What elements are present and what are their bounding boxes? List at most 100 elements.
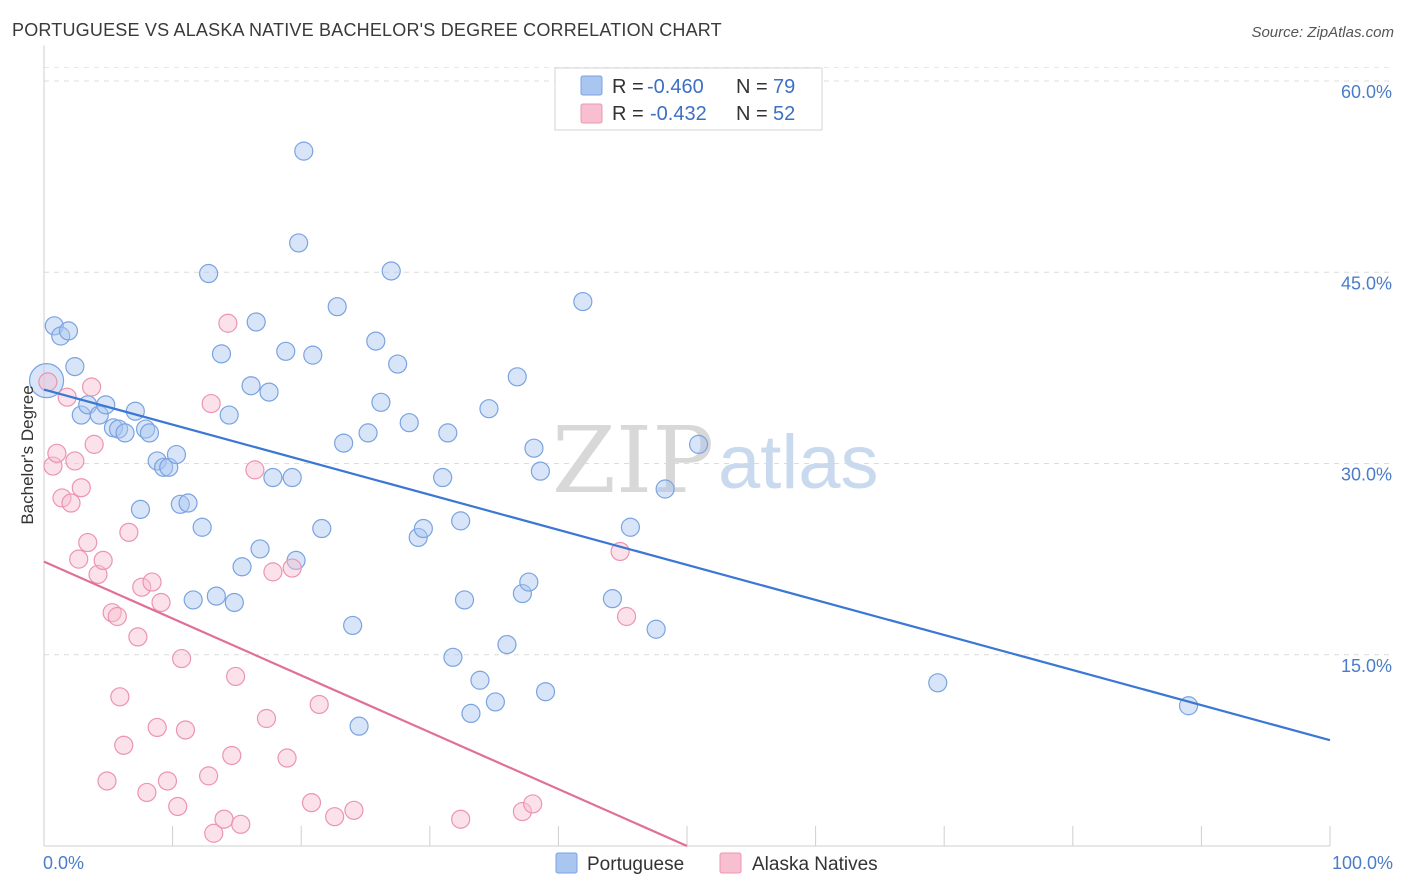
data-point bbox=[107, 606, 127, 627]
watermark-zip: ZIP bbox=[552, 407, 714, 514]
data-point bbox=[573, 291, 593, 312]
data-point bbox=[366, 331, 386, 351]
data-point bbox=[256, 708, 277, 729]
legend-n-value-alaska-natives: 52 bbox=[773, 103, 795, 125]
data-point bbox=[688, 434, 709, 454]
data-point bbox=[241, 376, 261, 396]
data-point bbox=[219, 405, 239, 425]
data-point bbox=[139, 423, 160, 443]
data-point bbox=[443, 647, 463, 667]
legend-n-label-alaska-natives: N = bbox=[736, 103, 768, 125]
data-point bbox=[214, 809, 234, 829]
data-point bbox=[289, 233, 309, 253]
data-point bbox=[97, 771, 117, 791]
trend-line-alaska-natives bbox=[43, 560, 688, 848]
y-tick-label-0: 15.0% bbox=[1341, 656, 1392, 676]
data-point bbox=[65, 357, 85, 377]
data-point bbox=[512, 583, 532, 604]
data-point bbox=[81, 377, 102, 397]
legend-r-value-alaska-natives: -0.432 bbox=[650, 103, 707, 125]
data-point bbox=[135, 419, 156, 439]
data-point bbox=[334, 433, 354, 453]
data-point bbox=[282, 558, 302, 578]
data-point bbox=[413, 518, 433, 539]
data-point bbox=[43, 456, 63, 476]
data-point bbox=[519, 572, 539, 592]
data-point bbox=[530, 461, 550, 481]
legend: R = -0.460 N = 79 R = -0.432 N = 52 bbox=[554, 67, 823, 131]
data-point bbox=[115, 423, 135, 443]
data-point bbox=[84, 434, 104, 454]
data-point bbox=[89, 405, 109, 425]
data-point bbox=[172, 648, 192, 669]
data-point bbox=[512, 801, 532, 822]
data-point bbox=[485, 692, 505, 712]
data-point bbox=[168, 796, 188, 817]
data-point bbox=[114, 735, 134, 755]
data-point bbox=[646, 619, 666, 639]
data-point bbox=[65, 451, 85, 471]
data-point bbox=[151, 592, 171, 613]
bottom-legend-swatch-alaska-natives bbox=[719, 852, 742, 874]
data-point bbox=[125, 401, 145, 421]
ticks-layer: 15.0% 30.0% 45.0% 60.0% 0.0% 100.0% bbox=[43, 82, 1393, 873]
chart-title: PORTUGUESE VS ALASKA NATIVE BACHELOR'S D… bbox=[12, 20, 722, 40]
data-point bbox=[142, 572, 162, 592]
data-point bbox=[438, 423, 458, 443]
data-point bbox=[28, 363, 65, 399]
data-point bbox=[344, 800, 364, 820]
x-tick-label-0: 0.0% bbox=[43, 853, 84, 873]
bottom-legend-swatch-portuguese bbox=[555, 852, 578, 874]
series-portuguese-points bbox=[28, 141, 1199, 736]
trend-line-portuguese bbox=[43, 388, 1331, 742]
data-point bbox=[183, 590, 203, 610]
watermark-atlas: atlas bbox=[718, 420, 879, 505]
data-point bbox=[44, 316, 64, 336]
data-point bbox=[497, 634, 517, 655]
data-point bbox=[199, 263, 219, 284]
data-point bbox=[71, 478, 91, 498]
data-point bbox=[130, 499, 151, 519]
data-point bbox=[192, 517, 212, 537]
data-point bbox=[201, 393, 221, 414]
trend-layer bbox=[43, 388, 1331, 848]
data-point bbox=[327, 297, 347, 317]
data-point bbox=[137, 782, 157, 803]
data-point bbox=[128, 627, 148, 647]
data-point bbox=[507, 367, 527, 387]
data-point bbox=[535, 682, 556, 702]
data-point bbox=[58, 321, 79, 341]
data-point bbox=[309, 694, 329, 715]
y-axis-label: Bachelor's Degree bbox=[18, 385, 37, 524]
bottom-legend-label-portuguese: Portuguese bbox=[587, 854, 684, 875]
data-point bbox=[470, 670, 490, 690]
data-point bbox=[175, 720, 196, 740]
legend-swatch-portuguese bbox=[580, 75, 603, 96]
legend-r-label-portuguese: R = bbox=[612, 76, 644, 98]
data-point bbox=[928, 673, 948, 693]
data-point bbox=[602, 589, 623, 609]
data-point bbox=[399, 413, 419, 433]
data-point bbox=[61, 493, 81, 513]
data-point bbox=[199, 766, 219, 786]
data-point bbox=[303, 345, 323, 365]
points-layer bbox=[28, 141, 1199, 843]
x-tick-label-1: 100.0% bbox=[1332, 853, 1393, 873]
legend-swatch-alaska-natives bbox=[580, 103, 603, 124]
data-point bbox=[102, 603, 122, 623]
data-point bbox=[226, 666, 246, 687]
data-point bbox=[52, 488, 72, 508]
data-point bbox=[263, 562, 283, 582]
data-point bbox=[110, 687, 130, 707]
data-point bbox=[301, 793, 322, 813]
data-point bbox=[245, 460, 265, 480]
data-point bbox=[147, 717, 167, 738]
data-point bbox=[277, 748, 297, 768]
data-point bbox=[461, 703, 481, 724]
data-point bbox=[282, 467, 302, 488]
data-point bbox=[524, 438, 544, 458]
y-tick-label-3: 60.0% bbox=[1341, 82, 1392, 102]
data-point bbox=[157, 771, 178, 791]
data-point bbox=[246, 312, 266, 332]
bottom-legend-label-alaska-natives: Alaska Natives bbox=[752, 854, 878, 875]
